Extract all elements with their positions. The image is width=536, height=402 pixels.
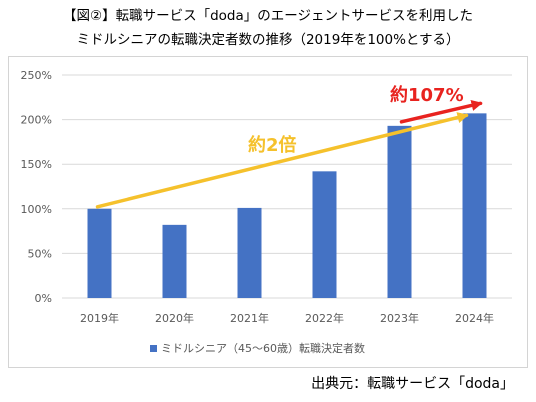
y-tick-label: 0% [35,292,52,305]
bar [312,171,337,298]
grid-lines [62,74,512,299]
x-tick-label: 2019年 [80,311,119,325]
y-axis-ticks: 0% 50% 100% 150% 200% 250% [21,69,52,305]
trend-arrow [95,112,469,209]
bar [387,125,412,299]
x-tick-label: 2023年 [380,311,419,325]
x-tick-label: 2024年 [455,311,494,325]
bar [237,207,262,298]
bar [462,113,487,298]
bar [87,208,112,298]
x-tick-label: 2022年 [305,311,344,325]
annotation-arrows: 約2倍 約107% [95,84,483,209]
y-tick-label: 150% [21,158,52,171]
chart-frame [8,56,528,368]
legend-label: ミドルシニア（45～60歳）転職決定者数 [161,341,365,355]
legend: ミドルシニア（45～60歳）転職決定者数 [150,341,365,355]
y-tick-label: 200% [21,114,52,127]
x-axis-ticks: 2019年 2020年 2021年 2022年 2023年 2024年 [80,311,494,325]
y-tick-label: 100% [21,203,52,216]
annotation-107: 約107% [390,84,464,106]
chart-title-line-2: ミドルシニアの転職決定者数の推移（2019年を100%とする） [76,32,460,48]
x-tick-label: 2020年 [155,311,194,325]
annotation-double: 約2倍 [248,134,297,156]
source-note: 出典元：転職サービス「doda」 [311,376,514,392]
bar-series [87,113,487,299]
legend-swatch [150,345,157,352]
chart-title-line-1: 【図②】転職サービス「doda」のエージェントサービスを利用した [62,8,473,24]
y-tick-label: 250% [21,69,52,82]
x-tick-label: 2021年 [230,311,269,325]
bar [162,224,187,298]
y-tick-label: 50% [28,247,52,260]
recent-arrow [399,99,483,124]
